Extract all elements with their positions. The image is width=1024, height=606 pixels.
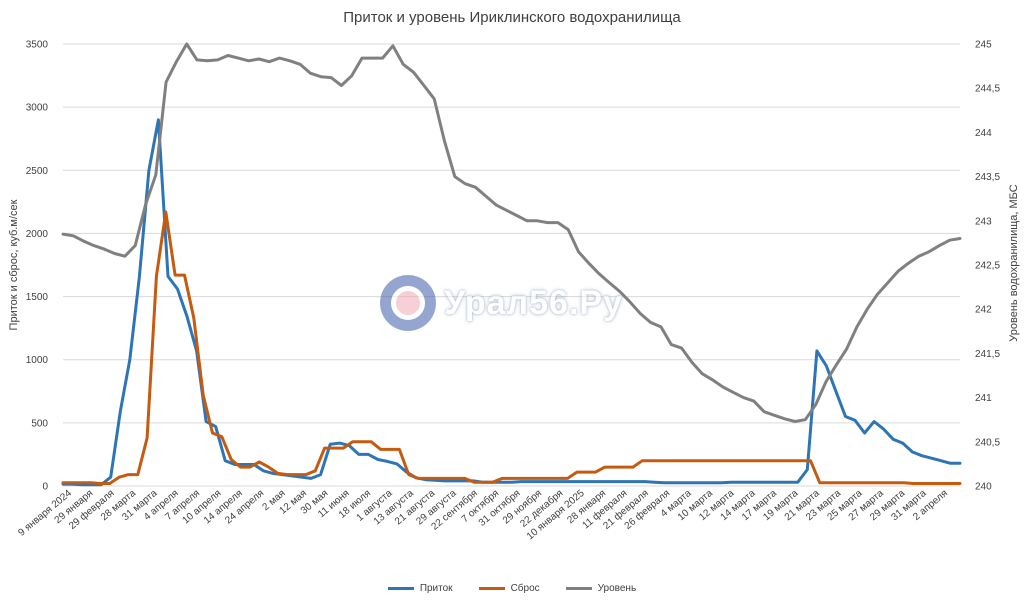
legend-label: Уровень xyxy=(597,583,637,594)
left-axis-tick-label: 3000 xyxy=(26,103,49,114)
legend-swatch xyxy=(387,587,414,590)
series-line-1 xyxy=(61,210,962,485)
left-axis-tick-label: 1000 xyxy=(26,355,49,366)
right-axis-tick-label: 244 xyxy=(975,128,992,139)
series-line-0 xyxy=(61,118,962,487)
left-axis-tick-label: 2500 xyxy=(26,166,49,177)
right-axis-tick-label: 243,5 xyxy=(975,172,1000,183)
legend-label: Сброс xyxy=(510,583,540,594)
right-axis-tick-label: 243 xyxy=(975,216,992,227)
right-axis-title: Уровень водохранилища, МБС xyxy=(1008,184,1020,341)
watermark-text: Урал56.Ру xyxy=(444,283,623,322)
gridlines xyxy=(63,43,960,487)
left-axis-tick-label: 0 xyxy=(42,482,48,493)
chart-title: Приток и уровень Ириклинского водохранил… xyxy=(343,9,681,26)
left-axis-tick-label: 1500 xyxy=(26,292,49,303)
series-line-2 xyxy=(61,42,962,423)
legend-item: Уровень xyxy=(565,583,637,594)
legend-swatch xyxy=(565,587,592,590)
legend-swatch xyxy=(478,587,505,590)
right-axis-tick-label: 241 xyxy=(975,393,992,404)
left-axis-tick-label: 500 xyxy=(31,418,48,429)
right-axis-ticks: 240 240,5 241 241,5 242 242,5 243 243,5 244 244,5… xyxy=(975,40,1000,493)
series-lines xyxy=(61,42,962,487)
right-axis-tick-label: 241,5 xyxy=(975,349,1000,360)
right-axis-tick-label: 240,5 xyxy=(975,437,1000,448)
right-axis-tick-label: 242,5 xyxy=(975,261,1000,272)
legend-label: Приток xyxy=(419,583,453,594)
watermark: Урал56.Ру xyxy=(380,275,623,331)
right-axis-tick-label: 245 xyxy=(975,40,992,51)
right-axis-tick-label: 240 xyxy=(975,482,992,493)
watermark-logo-icon xyxy=(380,275,436,331)
right-axis-tick-label: 244,5 xyxy=(975,84,1000,95)
right-axis-tick-label: 242 xyxy=(975,305,992,316)
left-axis-ticks: 0 500 1000 1500 2000 2500 3000 3500 xyxy=(26,40,49,493)
legend: Приток Сброс Уровень xyxy=(0,583,1024,594)
legend-item: Приток xyxy=(387,583,453,594)
left-axis-tick-label: 3500 xyxy=(26,40,49,51)
legend-item: Сброс xyxy=(478,583,540,594)
left-axis-title: Приток и сброс, куб.м/сек xyxy=(8,199,20,330)
left-axis-tick-label: 2000 xyxy=(26,229,49,240)
